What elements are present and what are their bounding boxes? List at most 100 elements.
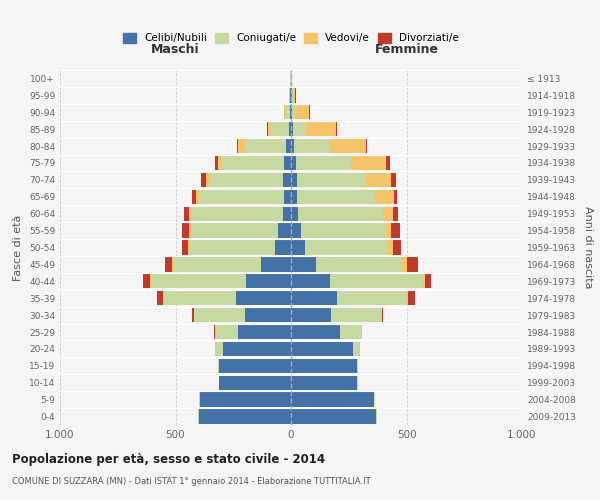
Bar — [236, 291, 291, 306]
Bar — [291, 376, 357, 390]
Bar — [191, 190, 291, 204]
Bar — [291, 122, 336, 136]
Bar — [291, 240, 401, 254]
Bar — [291, 325, 361, 339]
Bar — [182, 240, 291, 254]
Bar — [199, 392, 291, 407]
Bar — [291, 156, 351, 170]
Bar — [193, 308, 291, 322]
Bar — [291, 308, 381, 322]
Text: Popolazione per età, sesso e stato civile - 2014: Popolazione per età, sesso e stato civil… — [12, 452, 325, 466]
Bar — [198, 410, 291, 424]
Bar — [291, 122, 306, 136]
Bar — [286, 139, 291, 154]
Bar — [190, 224, 291, 238]
Bar — [291, 274, 330, 288]
Bar — [291, 206, 392, 221]
Bar — [291, 274, 431, 288]
Y-axis label: Anni di nascita: Anni di nascita — [583, 206, 593, 289]
Bar — [291, 105, 296, 120]
Bar — [291, 224, 400, 238]
Bar — [291, 172, 297, 187]
Bar — [285, 105, 291, 120]
Bar — [291, 342, 353, 356]
Bar — [284, 156, 291, 170]
Bar — [291, 88, 292, 102]
Bar — [291, 122, 337, 136]
Bar — [275, 240, 291, 254]
Bar — [290, 105, 291, 120]
Bar — [223, 342, 291, 356]
Bar — [291, 139, 366, 154]
Bar — [222, 156, 291, 170]
Bar — [291, 392, 374, 407]
Bar — [291, 139, 329, 154]
Bar — [201, 172, 291, 187]
Bar — [291, 172, 396, 187]
Bar — [191, 224, 291, 238]
Text: Maschi: Maschi — [151, 44, 200, 57]
Bar — [291, 156, 296, 170]
Bar — [291, 376, 358, 390]
Bar — [289, 88, 291, 102]
Bar — [291, 358, 358, 373]
Bar — [291, 358, 358, 373]
Bar — [291, 105, 310, 120]
Bar — [291, 139, 367, 154]
Bar — [291, 257, 402, 272]
Bar — [190, 206, 291, 221]
Bar — [291, 410, 377, 424]
Bar — [199, 392, 291, 407]
Bar — [291, 172, 366, 187]
Bar — [209, 172, 291, 187]
Bar — [215, 342, 291, 356]
Bar — [284, 190, 291, 204]
Bar — [291, 291, 415, 306]
Bar — [291, 291, 407, 306]
Bar — [284, 105, 291, 120]
Bar — [291, 325, 362, 339]
Bar — [291, 190, 397, 204]
Bar — [291, 376, 358, 390]
Bar — [291, 410, 377, 424]
Bar — [283, 206, 291, 221]
Legend: Celibi/Nubili, Coniugati/e, Vedovi/e, Divorziati/e: Celibi/Nubili, Coniugati/e, Vedovi/e, Di… — [119, 29, 463, 48]
Bar — [291, 392, 374, 407]
Bar — [199, 190, 291, 204]
Bar — [291, 376, 358, 390]
Bar — [198, 410, 291, 424]
Bar — [238, 139, 291, 154]
Bar — [198, 410, 291, 424]
Bar — [184, 206, 291, 221]
Bar — [278, 224, 291, 238]
Bar — [291, 206, 383, 221]
Bar — [218, 358, 291, 373]
Bar — [246, 274, 291, 288]
Bar — [199, 410, 291, 424]
Bar — [291, 206, 398, 221]
Bar — [291, 358, 358, 373]
Bar — [291, 139, 295, 154]
Bar — [199, 392, 291, 407]
Bar — [291, 240, 392, 254]
Bar — [190, 240, 291, 254]
Bar — [291, 342, 360, 356]
Bar — [218, 358, 291, 373]
Bar — [290, 72, 291, 86]
Bar — [291, 392, 374, 407]
Bar — [290, 72, 291, 86]
Bar — [291, 224, 391, 238]
Bar — [291, 325, 362, 339]
Bar — [238, 325, 291, 339]
Bar — [291, 72, 292, 86]
Bar — [291, 308, 331, 322]
Bar — [291, 410, 376, 424]
Bar — [191, 206, 291, 221]
Bar — [291, 257, 316, 272]
Bar — [291, 274, 422, 288]
Bar — [291, 224, 386, 238]
Bar — [291, 88, 293, 102]
Bar — [163, 291, 291, 306]
Bar — [291, 224, 301, 238]
Bar — [291, 172, 391, 187]
